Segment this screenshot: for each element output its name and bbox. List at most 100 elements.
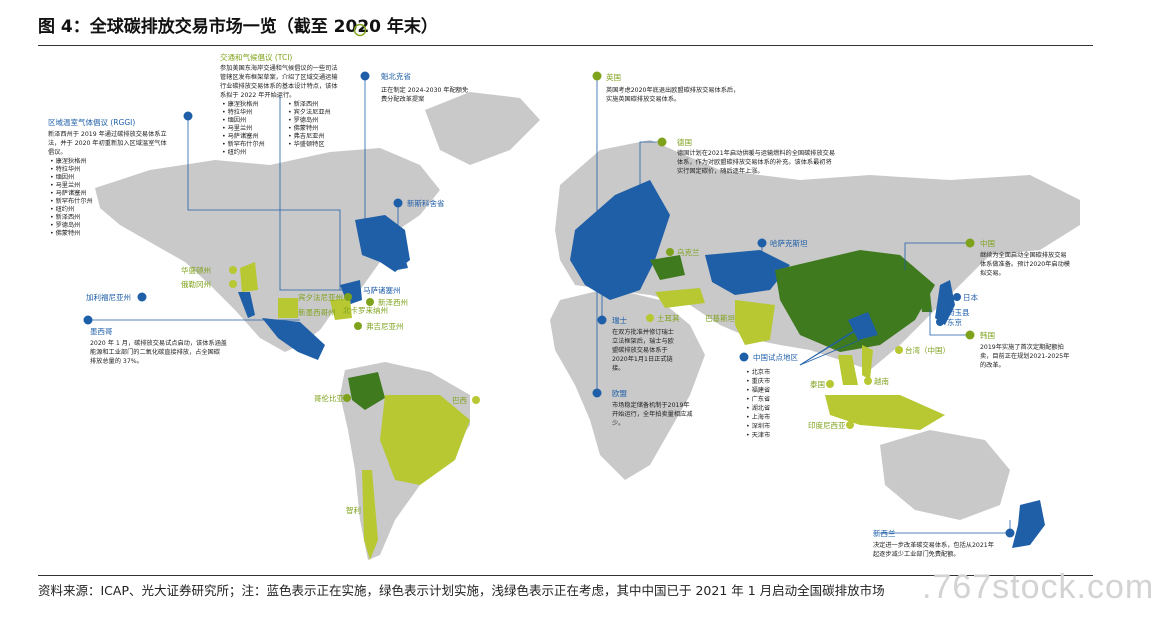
- label-pennsylvania: 宾夕法尼亚州: [298, 292, 343, 302]
- region-thailand: [838, 355, 858, 385]
- rggi-item-9: • 佛蒙特州: [50, 229, 80, 237]
- markers: [83, 23, 1015, 538]
- switzerland-desc-3: 2020年1月1日正式链: [612, 355, 674, 363]
- rggi-item-7: • 新泽西州: [50, 213, 80, 221]
- pilots-title: 中国试点地区: [753, 352, 798, 362]
- leader-tci: [279, 95, 345, 291]
- eu-annotation: 欧盟 市场稳定储备机制于2019年 开始运行，全年拍卖量相应减 少。: [612, 388, 692, 427]
- land-eurasia: [555, 140, 1080, 370]
- china-title: 中国: [980, 238, 995, 248]
- tci-desc-2: 行业碳排放交易体系的基本设计特点，该体: [220, 82, 338, 90]
- tci-col2-1: • 宾夕法尼亚州: [288, 108, 331, 116]
- tci-col1: • 康涅狄格州 • 特拉华州 • 缅因州 • 马里兰州 • 马萨诸塞州 • 新罕…: [222, 100, 265, 156]
- marker-turkey-icon: [646, 314, 654, 322]
- tci-col2-2: • 罗德岛州: [288, 116, 318, 124]
- marker-eu-icon: [592, 388, 602, 398]
- marker-north-carolina-icon: [334, 306, 342, 314]
- marker-switzerland-icon: [597, 315, 607, 325]
- korea-title: 韩国: [980, 330, 995, 340]
- rggi-desc-1: 法，并于 2020 年初重新加入区域温室气体: [48, 139, 167, 147]
- uk-desc-1: 实施英国碳排放交易体系。: [606, 95, 680, 103]
- tci-title: 交通和气候倡议 (TCI): [220, 52, 292, 62]
- region-nova-scotia: [392, 255, 408, 270]
- uk-desc-0: 英国考虑2020年底退出欧盟碳排放交易体系后，: [606, 86, 739, 94]
- pilot-0: • 北京市: [746, 368, 770, 376]
- region-ukraine: [650, 255, 685, 280]
- label-chile: 智利: [346, 505, 361, 515]
- pilot-4: • 湖北省: [746, 404, 770, 412]
- korea-annotation: 韩国 2019年实施了首次定期配额拍 卖，目前正在规划2021-2025年 的改…: [980, 330, 1069, 369]
- marker-pakistan-icon: [736, 314, 744, 322]
- label-saitama: 埼玉县: [947, 307, 970, 317]
- marker-nz-icon: [1005, 528, 1015, 538]
- label-vietnam: 越南: [874, 376, 889, 386]
- nz-annotation: 新西兰 决定进一步改革碳交易体系，包括从2021年 起逐步减少工业部门免费配额。: [873, 528, 994, 558]
- leader-germany: [639, 141, 662, 225]
- tci-col1-1: • 特拉华州: [222, 108, 252, 116]
- mexico-title: 墨西哥: [90, 327, 113, 336]
- eu-desc-1: 开始运行，全年拍卖量相应减: [612, 410, 692, 418]
- pilot-5: • 上海市: [746, 413, 770, 421]
- label-california: 加利福尼亚州: [86, 292, 131, 302]
- label-kazakhstan: 哈萨克斯坦: [770, 238, 808, 248]
- label-washington: 华盛顿州: [181, 265, 211, 275]
- watermark: .767stock.com: [922, 568, 1155, 606]
- germany-annotation: 德国 德国计划在2021年启动供暖与运输燃料的全国碳排放交易 体系，作为对欧盟碳…: [677, 137, 835, 175]
- china-desc-2: 拟交易。: [980, 269, 1005, 277]
- marker-korea-icon: [965, 330, 975, 340]
- marker-tokyo-icon: [936, 318, 944, 326]
- china-desc-1: 体系做准备。预计2020年启动模: [980, 260, 1070, 268]
- marker-massachusetts-icon: [353, 286, 361, 294]
- marker-china-icon: [965, 238, 975, 248]
- korea-desc-1: 卖，目前正在规划2021-2025年: [980, 352, 1069, 360]
- rggi-item-4: • 马萨诸塞州: [50, 189, 87, 197]
- label-ukraine: 乌克兰: [677, 247, 700, 257]
- leader-rggi: [187, 118, 341, 290]
- leader-pilots-3: [799, 324, 866, 366]
- pilot-2: • 福建省: [746, 386, 770, 394]
- switzerland-title: 瑞士: [612, 315, 627, 325]
- tci-col2-4: • 弗吉尼亚州: [288, 132, 325, 140]
- pilots-annotation: 中国试点地区 • 北京市 • 重庆市 • 福建省 • 广东省 • 湖北省 • 上…: [746, 352, 798, 439]
- tci-desc-0: 参加美国东海岸交通和气候倡议的一些司法: [220, 64, 338, 72]
- eu-desc-2: 少。: [612, 420, 624, 427]
- pilot-1: • 重庆市: [746, 377, 770, 385]
- rggi-annotation: 区域温室气体倡议 (RGGI) 新泽西州于 2019 年通过碳排放交易体系立 法…: [48, 117, 167, 237]
- uk-annotation: 英国 英国考虑2020年底退出欧盟碳排放交易体系后， 实施英国碳排放交易体系。: [606, 72, 739, 103]
- china-desc-0: 继续为全面启动全国碳排放交易: [980, 251, 1067, 259]
- page-title: 图 4：全球碳排放交易市场一览（截至 2020 年末）: [38, 17, 438, 37]
- label-indonesia: 印度尼西亚: [808, 420, 846, 430]
- uk-title: 英国: [606, 72, 621, 82]
- switzerland-desc-2: 盟碳排放交易体系于: [612, 346, 668, 354]
- marker-kazakhstan-icon: [757, 238, 767, 248]
- rggi-item-5: • 新罕布什尔州: [50, 197, 93, 205]
- leader-pilots-2: [799, 339, 861, 366]
- marker-pennsylvania-icon: [344, 293, 352, 301]
- label-colombia: 哥伦比亚: [314, 393, 344, 403]
- marker-brazil-icon: [472, 396, 480, 404]
- marker-washington-icon: [229, 266, 237, 274]
- nz-title: 新西兰: [873, 528, 896, 538]
- region-china: [775, 250, 935, 352]
- rggi-item-1: • 特拉华州: [50, 165, 80, 173]
- germany-desc-2: 实行固定碳价，随后逐年上涨。: [677, 167, 764, 175]
- rggi-item-2: • 缅因州: [50, 173, 74, 181]
- top-rule: [38, 45, 1093, 46]
- region-new-zealand: [1012, 500, 1045, 548]
- marker-quebec-icon: [360, 71, 370, 81]
- tci-col1-3: • 马里兰州: [222, 124, 252, 132]
- land-greenland: [425, 92, 540, 165]
- tci-col2-3: • 佛蒙特州: [288, 124, 318, 132]
- marker-thailand-icon: [826, 380, 834, 388]
- region-indonesia: [825, 395, 945, 430]
- footnote: 资料来源：ICAP、光大证券研究所；注：蓝色表示正在实施，绿色表示计划实施，浅绿…: [38, 583, 885, 598]
- switzerland-desc-4: 接。: [612, 364, 624, 372]
- region-eu: [570, 180, 670, 300]
- marker-tci-icon: [353, 23, 367, 37]
- nz-desc-0: 决定进一步改革碳交易体系，包括从2021年: [873, 541, 994, 549]
- switzerland-desc-1: 立法框架后，瑞士与欧: [612, 337, 674, 345]
- label-massachusetts: 马萨诸塞州: [363, 285, 401, 295]
- germany-desc-0: 德国计划在2021年启动供暖与运输燃料的全国碳排放交易: [677, 149, 835, 157]
- land-north-america: [95, 148, 440, 352]
